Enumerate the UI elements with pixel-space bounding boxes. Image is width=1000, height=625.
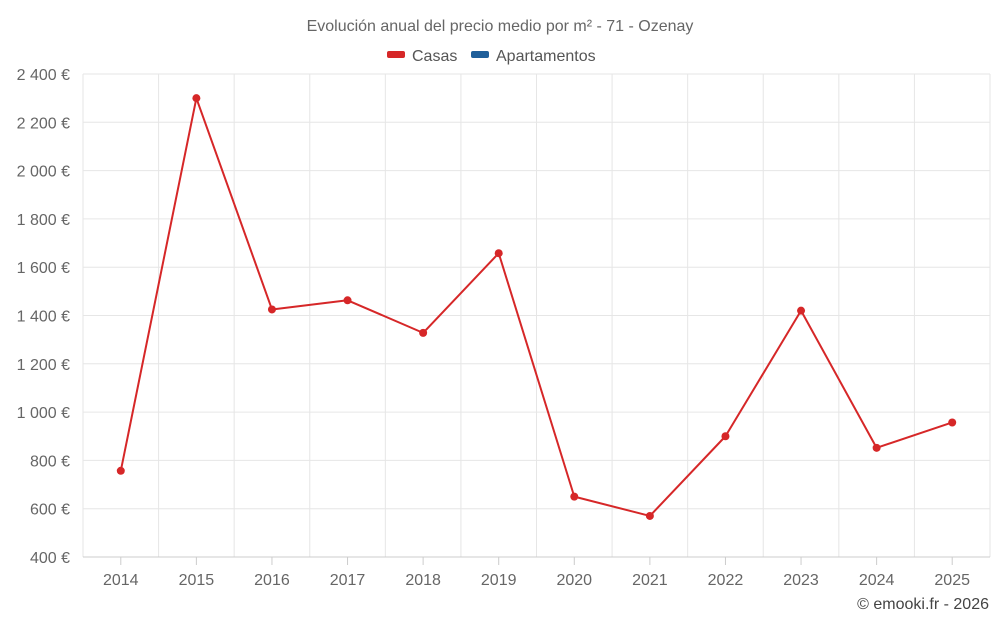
data-point-casas[interactable] [419, 328, 428, 337]
y-tick-label: 1 800 € [17, 212, 70, 229]
data-point-casas[interactable] [494, 249, 503, 258]
series-line-casas [119, 97, 953, 517]
x-tick-label: 2015 [179, 572, 215, 589]
x-tick-label: 2025 [934, 572, 970, 589]
legend-label-apartamentos: Apartamentos [496, 48, 596, 65]
data-point-casas[interactable] [721, 432, 730, 441]
y-tick-label: 600 € [30, 502, 70, 519]
x-tick-label: 2014 [103, 572, 139, 589]
data-point-casas[interactable] [948, 418, 957, 427]
data-point-casas[interactable] [192, 94, 201, 103]
y-tick-label: 2 000 € [17, 164, 70, 181]
y-tick-label: 1 200 € [17, 357, 70, 374]
x-tick-label: 2022 [708, 572, 744, 589]
y-tick-label: 800 € [30, 453, 70, 470]
y-tick-label: 1 000 € [17, 405, 70, 422]
chart-title: Evolución anual del precio medio por m² … [307, 18, 694, 35]
x-tick-label: 2017 [330, 572, 366, 589]
data-point-casas[interactable] [645, 511, 654, 520]
x-tick-label: 2023 [783, 572, 819, 589]
data-point-casas[interactable] [872, 443, 881, 452]
data-point-casas[interactable] [570, 492, 579, 501]
legend-swatch-casas [387, 51, 405, 58]
series-casas [116, 94, 957, 520]
x-tick-label: 2021 [632, 572, 668, 589]
credit-text: © emooki.fr - 2026 [857, 596, 989, 613]
y-tick-label: 1 600 € [17, 260, 70, 277]
grid [82, 73, 991, 557]
y-tick-label: 2 400 € [17, 67, 70, 84]
data-point-casas[interactable] [116, 466, 125, 475]
y-tick-label: 1 400 € [17, 309, 70, 326]
x-tick-label: 2016 [254, 572, 290, 589]
x-tick-label: 2019 [481, 572, 517, 589]
legend-item-apartamentos[interactable]: Apartamentos [471, 48, 596, 65]
legend-label-casas: Casas [412, 48, 457, 65]
legend-swatch-apartamentos [471, 51, 489, 58]
y-axis-ticks: 2 400 € 2 200 € 2 000 € 1 800 € 1 600 € 1 400… [17, 67, 70, 567]
x-tick-label: 2020 [556, 572, 592, 589]
y-tick-label: 2 200 € [17, 115, 70, 132]
x-tick-label: 2024 [859, 572, 895, 589]
data-point-casas[interactable] [343, 296, 352, 305]
legend-item-casas[interactable]: Casas [387, 48, 457, 65]
x-tick-label: 2018 [405, 572, 441, 589]
data-point-casas[interactable] [797, 306, 806, 315]
y-tick-label: 400 € [30, 550, 70, 567]
data-point-casas[interactable] [267, 305, 276, 314]
legend: Casas Apartamentos [387, 48, 596, 65]
x-axis-ticks: 2014 2015 2016 2017 2018 2019 2020 2021 2022 2023… [103, 557, 970, 589]
